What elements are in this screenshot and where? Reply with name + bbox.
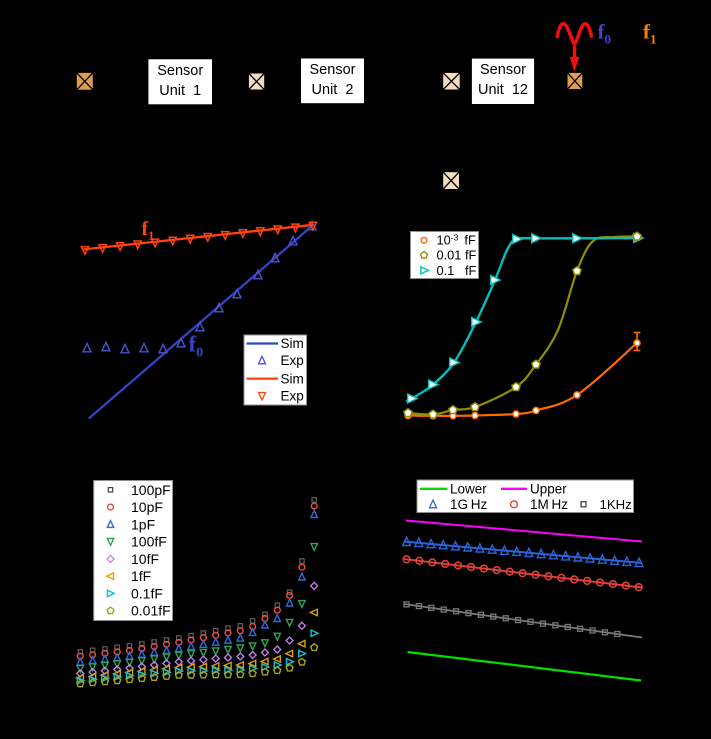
svg-text:100fF: 100fF: [131, 534, 167, 550]
svg-text:1M Hz: 1M Hz: [530, 497, 568, 512]
svg-text:1fF: 1fF: [131, 568, 151, 584]
svg-text:Unit 2: Unit 2: [312, 82, 354, 98]
svg-text:Sensor: Sensor: [480, 62, 526, 78]
svg-text:10fF: 10fF: [131, 551, 159, 567]
svg-text:1G Hz: 1G Hz: [450, 497, 487, 512]
svg-text:10pF: 10pF: [131, 499, 163, 515]
svg-text:10-3 fF: 10-3 fF: [437, 232, 476, 247]
svg-text:Sensor: Sensor: [157, 63, 203, 79]
svg-text:100pF: 100pF: [131, 482, 171, 498]
svg-text:0.01fF: 0.01fF: [131, 603, 171, 619]
svg-text:Exp: Exp: [281, 353, 304, 368]
svg-text:0.1fF: 0.1fF: [131, 585, 163, 601]
svg-text:1pF: 1pF: [131, 516, 155, 532]
svg-text:Sim: Sim: [281, 371, 304, 386]
svg-text:Sensor: Sensor: [310, 62, 356, 78]
svg-text:0.1 fF: 0.1 fF: [437, 263, 477, 278]
svg-text:Unit 12: Unit 12: [478, 82, 528, 98]
svg-text:Lower: Lower: [450, 481, 487, 496]
svg-text:1KHz: 1KHz: [600, 497, 632, 512]
svg-text:Unit 1: Unit 1: [159, 83, 201, 99]
svg-text:Exp: Exp: [281, 389, 304, 404]
svg-text:0.01 fF: 0.01 fF: [437, 248, 477, 263]
svg-text:Upper: Upper: [530, 481, 567, 496]
svg-text:Sim: Sim: [281, 336, 304, 351]
